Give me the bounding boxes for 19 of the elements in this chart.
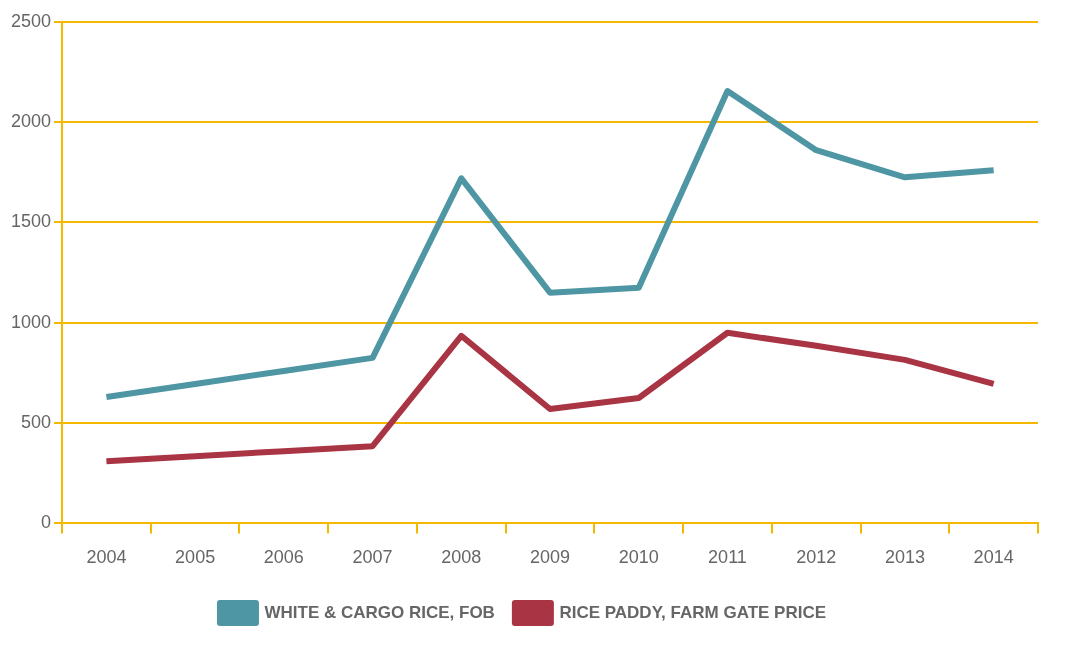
x-tick-label: 2004: [86, 547, 127, 568]
x-tick-label: 2010: [618, 547, 659, 568]
legend-label: RICE PADDY, FARM GATE PRICE: [559, 602, 827, 622]
x-tick-label: 2011: [708, 547, 747, 568]
x-tick-label: 2013: [884, 547, 925, 568]
y-tick-label: 0: [41, 512, 52, 533]
legend-label: WHITE & CARGO RICE, FOB: [264, 602, 495, 622]
y-tick-label: 1000: [11, 311, 52, 332]
x-tick-label: 2014: [973, 547, 1014, 568]
y-tick-label: 500: [21, 412, 52, 433]
x-tick-label: 2007: [352, 547, 393, 568]
x-tick-label: 2005: [175, 547, 216, 568]
x-tick-label: 2009: [530, 547, 571, 568]
x-tick-label: 2008: [441, 547, 482, 568]
y-tick-label: 2500: [11, 10, 52, 31]
y-tick-label: 2000: [11, 111, 52, 132]
x-tick-label: 2012: [796, 547, 837, 568]
y-tick-label: 1500: [11, 211, 52, 232]
x-tick-label: 2006: [263, 547, 304, 568]
